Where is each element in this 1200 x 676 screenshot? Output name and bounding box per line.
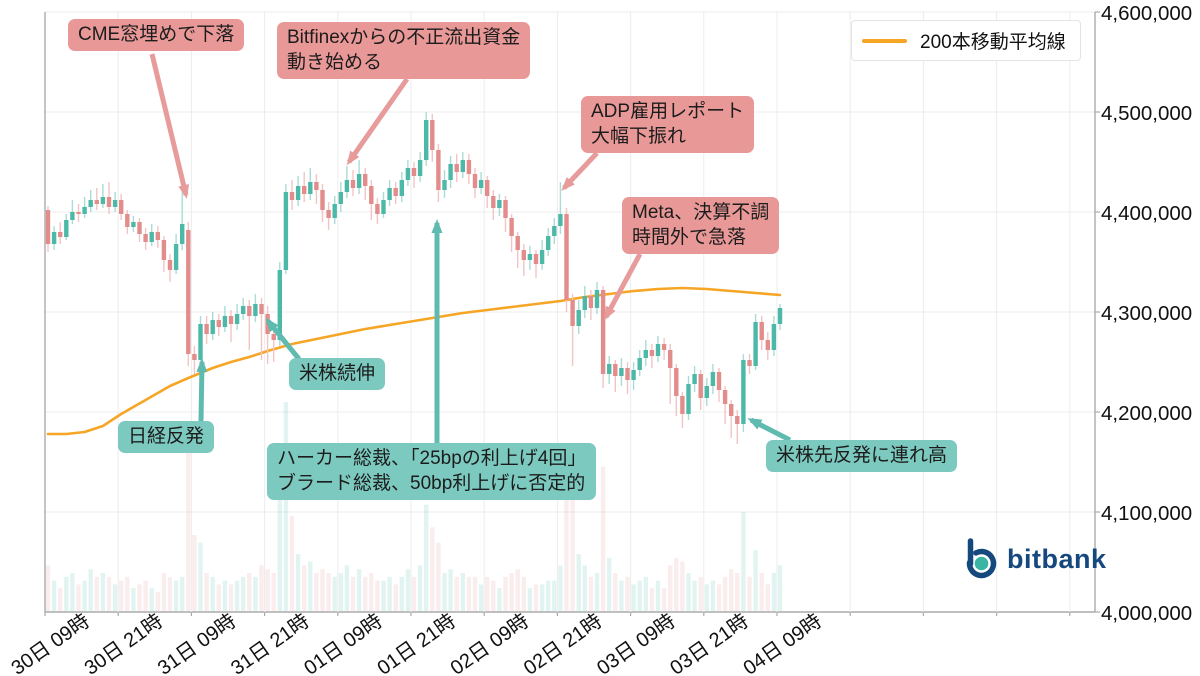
annotation-arrow-usequity [265,317,301,361]
annotation-adp: ADP雇用レポート 大幅下振れ [581,96,755,153]
x-axis-label: 03日 09時 [593,609,680,676]
x-axis-label: 30日 09時 [7,609,94,676]
annotation-usequity: 米株続伸 [289,358,386,390]
x-axis-label: 30日 21時 [80,609,167,676]
bitbank-logo-icon [966,538,997,579]
annotation-meta: Meta、決算不調 時間外で急落 [622,197,780,254]
x-axis-label: 04日 09時 [739,609,826,676]
annotation-text: CME窓埋めで下落 [78,24,235,45]
annotation-usfutures: 米株先反発に連れ高 [766,440,958,472]
y-axis-label: 4,500,000 [1101,102,1192,125]
x-axis-label: 01日 09時 [300,609,387,676]
annotation-text: ブラード総裁、50bp利上げに否定的 [277,473,586,494]
annotation-text: 日経反発 [128,426,205,447]
x-axis-label: 31日 21時 [227,609,314,676]
y-axis-label: 4,100,000 [1101,502,1192,525]
annotation-text: Meta、決算不調 [632,202,770,223]
annotation-arrow-cme [149,53,190,199]
annotation-text: 米株先反発に連れ高 [776,445,948,466]
annotation-text: 大幅下振れ [591,126,687,147]
x-axis-label: 02日 21時 [519,609,606,676]
annotation-fed: ハーカー総裁、「25bpの利上げ4回」 ブラード総裁、50bp利上げに否定的 [267,443,597,500]
x-axis-label: 01日 21時 [373,609,460,676]
annotation-text: Bitfinexからの不正流出資金 [287,27,521,48]
annotation-nikkei: 日経反発 [118,421,215,453]
annotation-text: ハーカー総裁、「25bpの利上げ4回」 [277,448,587,469]
x-axis-label: 03日 21時 [666,609,753,676]
bitbank-logo: bitbank [962,537,1107,581]
legend: 200本移動平均線 [851,20,1081,61]
y-axis-label: 4,600,000 [1101,2,1192,25]
y-axis-label: 4,200,000 [1101,402,1192,425]
ma-line-swatch [862,38,907,43]
annotation-arrow-adp [561,151,599,191]
y-axis-label: 4,300,000 [1101,302,1192,325]
annotation-arrow-nikkei [196,358,208,422]
annotation-text: 時間外で急落 [632,227,747,248]
annotation-bitfinex: Bitfinexからの不正流出資金 動き始める [277,22,531,79]
bitbank-logo-text: bitbank [1007,543,1107,574]
annotation-arrow-usfutures [747,417,792,443]
annotation-text: 動き始める [287,52,383,73]
x-axis-label: 31日 09時 [153,609,240,676]
y-axis-label: 4,400,000 [1101,202,1192,225]
annotation-text: 米株続伸 [299,363,376,384]
annotation-arrow-meta [603,252,643,321]
x-axis-label: 02日 09時 [446,609,533,676]
annotation-cme: CME窓埋めで下落 [68,19,245,51]
y-axis-label: 4,000,000 [1101,602,1192,625]
annotation-text: ADP雇用レポート [591,101,745,122]
annotation-arrow-bitfinex [346,77,410,166]
legend-label: 200本移動平均線 [920,32,1066,53]
